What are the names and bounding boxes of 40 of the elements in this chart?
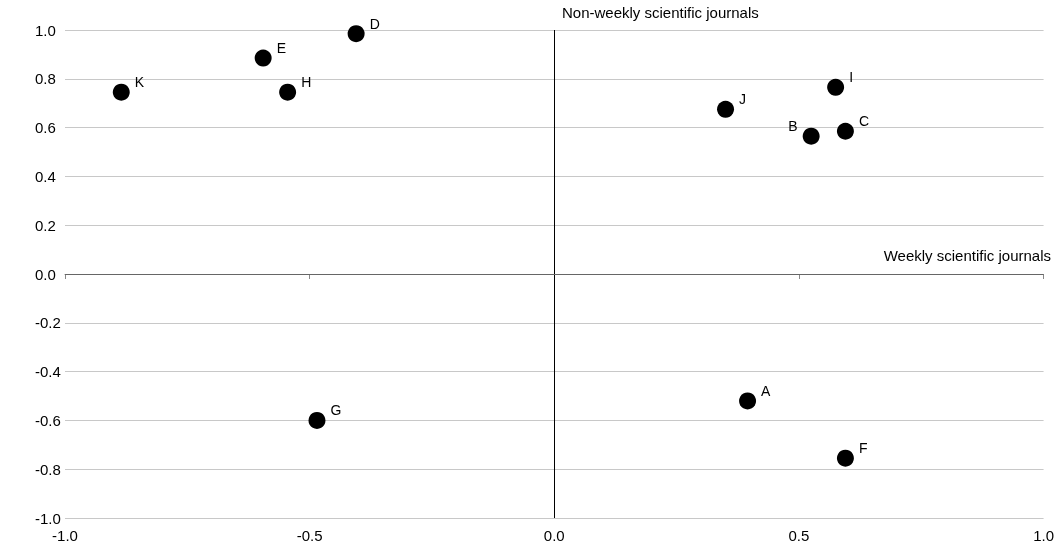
annotation: Weekly scientific journals bbox=[883, 247, 1052, 264]
x-tick-label: 0.5 bbox=[788, 527, 810, 544]
series-label: I bbox=[849, 69, 854, 86]
y-tick-label: -0.8 bbox=[35, 460, 61, 478]
x-tick-label: -0.5 bbox=[296, 527, 323, 544]
point bbox=[347, 25, 365, 43]
y-tick-label: 0.6 bbox=[35, 119, 56, 137]
x-tick-label: 1.0 bbox=[1033, 527, 1054, 544]
point bbox=[717, 100, 735, 118]
point bbox=[279, 83, 297, 101]
text: Non-weekly scientific journals bbox=[562, 4, 759, 21]
y-tick-label: -0.4 bbox=[35, 363, 61, 381]
y-tick-label: 0.0 bbox=[35, 265, 56, 283]
series-label: J bbox=[739, 91, 747, 108]
x-tick-label: -1.0 bbox=[52, 527, 78, 544]
point bbox=[827, 78, 845, 96]
y-tick-label: 1.0 bbox=[35, 21, 56, 39]
series-label: B bbox=[788, 118, 798, 135]
series-label: G bbox=[330, 402, 342, 419]
series-label: D bbox=[369, 15, 380, 32]
x-tick-label: 0.0 bbox=[543, 527, 565, 544]
series-label: E bbox=[276, 40, 286, 57]
series-label: F bbox=[858, 440, 868, 457]
point bbox=[836, 449, 854, 467]
series-label: H bbox=[301, 74, 312, 91]
point bbox=[802, 127, 820, 145]
y-tick-label: 0.2 bbox=[35, 216, 56, 234]
y-tick-label: 0.8 bbox=[35, 70, 56, 88]
y-tick-label: 0.4 bbox=[35, 167, 56, 185]
point bbox=[112, 83, 130, 101]
series-label: K bbox=[134, 74, 145, 91]
series-label: C bbox=[858, 113, 870, 130]
point bbox=[739, 392, 757, 410]
series-label: A bbox=[761, 382, 772, 399]
point bbox=[308, 411, 326, 429]
y-tick-label: -1.0 bbox=[35, 509, 61, 527]
point bbox=[836, 122, 854, 140]
y-tick-label: -0.6 bbox=[35, 411, 61, 429]
y-tick-label: -0.2 bbox=[35, 314, 61, 332]
point bbox=[254, 49, 272, 67]
